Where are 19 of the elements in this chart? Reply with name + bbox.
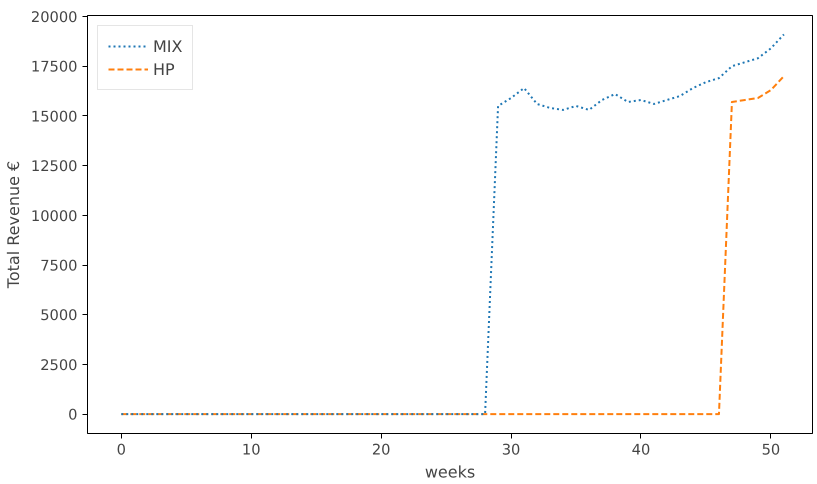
x-tick-label: 0 [116,442,126,458]
legend-label: HP [153,60,175,78]
x-axis-title: weeks [424,462,476,482]
x-tick-label: 40 [632,442,650,458]
y-tick-label: 5000 [40,307,78,324]
y-tick-label: 7500 [40,258,78,275]
y-axis-title: Total Revenue € [4,160,23,290]
y-tick-label: 2500 [40,356,78,374]
y-tick-label: 20000 [30,8,78,26]
y-tick-label: 12500 [30,158,78,176]
y-tick-label: 17500 [30,58,78,76]
x-tick-label: 20 [372,442,390,458]
x-tick-label: 30 [502,442,520,458]
y-tick-label: 0 [68,406,78,424]
x-tick-label: 50 [762,442,780,458]
legend-label: MIX [153,36,182,56]
y-tick-label: 10000 [30,208,78,225]
y-tick-label: 15000 [30,108,78,126]
x-tick-label: 10 [242,442,261,458]
